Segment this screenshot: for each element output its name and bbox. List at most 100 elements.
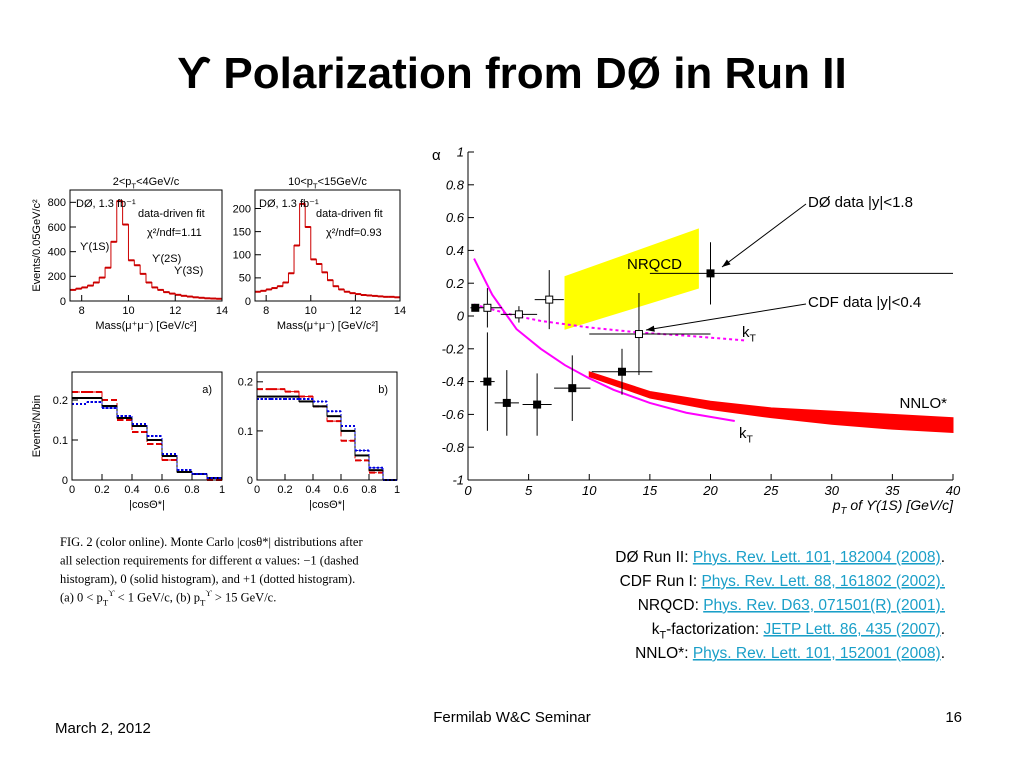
histogram-outline	[256, 396, 397, 481]
panel-annotation: ϒ(3S)	[174, 265, 203, 277]
x-tick-label: 1	[219, 484, 225, 496]
x-tick-label: 10	[582, 483, 597, 498]
panel-title-part: 2<p	[113, 176, 132, 188]
x-tick-label: 10	[122, 305, 134, 317]
curve-label: kT	[742, 324, 757, 345]
x-tick-label: 12	[169, 305, 181, 317]
series-label: DØ data |y|<1.8	[808, 194, 913, 211]
x-tick-label: 14	[216, 305, 228, 317]
panel-annotation: data-driven fit	[138, 208, 205, 220]
reference-link[interactable]: JETP Lett. 86, 435 (2007)	[763, 621, 940, 638]
x-tick-label: 0.6	[333, 484, 348, 496]
reference-link[interactable]: Phys. Rev. Lett. 101, 182004 (2008)	[693, 549, 941, 566]
y-tick-label: 200	[233, 203, 251, 215]
caption-line: (a) 0 < pTϒ < 1 GeV/c, (b) pTϒ > 15 GeV/…	[60, 588, 276, 607]
histogram-outline	[254, 203, 400, 301]
y-tick-label: 100	[233, 250, 251, 262]
y-tick-label: 0.1	[238, 426, 253, 438]
axes: 0 0.1 0.2 0 0.2 0.4 0.6 0.8 1	[238, 371, 400, 496]
x-tick-label: 15	[643, 483, 658, 498]
histogram-outline	[71, 401, 222, 480]
reference-label-part: NRQCD:	[638, 597, 703, 614]
histogram-panel: 10<pT<15GeV/c Mass(μ⁺μ⁻) [GeV/c²] DØ, 1.3 …	[254, 176, 400, 332]
arrow-head	[722, 259, 731, 267]
histogram-panel: 2<pT<4GeV/c Mass(μ⁺μ⁻) [GeV/c²] Events/0.0…	[31, 176, 222, 332]
footer-event: Fermilab W&C Seminar	[433, 709, 591, 726]
annotation-arrow	[721, 203, 807, 268]
x-tick-label: 0	[464, 483, 472, 498]
x-axis-label: Mass(μ⁺μ⁻) [GeV/c²]	[277, 320, 378, 332]
data-point	[617, 367, 626, 376]
data-point	[502, 398, 511, 407]
band-label: NNLO*	[899, 395, 947, 412]
x-axis-label-part: p	[832, 497, 841, 513]
footer-page: 16	[945, 709, 962, 726]
x-tick-label: 8	[79, 305, 85, 317]
theory-band	[588, 371, 954, 433]
histogram-outline	[256, 398, 397, 481]
y-axis-label: Events/0.05GeV/c²	[31, 199, 43, 292]
y-tick-label: 400	[48, 247, 66, 259]
reference-link[interactable]: Phys. Rev. D63, 071501(R) (2001).	[703, 597, 945, 614]
y-tick-label: -0.8	[442, 440, 465, 455]
x-tick-label: 0.2	[94, 484, 109, 496]
data-point	[533, 400, 542, 409]
panel-title-part: T	[131, 181, 136, 190]
data-point	[568, 384, 577, 393]
y-tick-label: 200	[48, 271, 66, 283]
slide-title: ϒ Polarization from DØ in Run II	[177, 49, 846, 98]
reference-end: .	[941, 549, 945, 566]
panel-title: 10<pT<15GeV/c	[288, 176, 367, 190]
panel-annotation: ϒ(2S)	[152, 253, 181, 265]
caption-line: FIG. 2 (color online). Monte Carlo |cosθ…	[60, 535, 363, 549]
reference: NRQCD: Phys. Rev. D63, 071501(R) (2001).	[638, 597, 945, 614]
panel-annotation: DØ, 1.3 fb⁻¹	[76, 198, 136, 210]
x-tick-label: 8	[263, 305, 269, 317]
panel-annotation: ϒ(1S)	[80, 241, 109, 253]
curve-label-part: T	[747, 434, 754, 446]
y-axis-label: α	[432, 147, 441, 164]
x-axis-label: |cosΘ*|	[309, 499, 345, 511]
axes: -1-0.8-0.6-0.4-0.200.20.40.60.810 5 10 15 20…	[442, 145, 961, 498]
reference-link[interactable]: Phys. Rev. Lett. 101, 152001 (2008)	[693, 645, 941, 662]
y-tick-label: 0	[247, 475, 253, 487]
reference-end: .	[941, 645, 945, 662]
curve-label-part: k	[742, 324, 750, 341]
y-tick-label: -0.4	[442, 374, 464, 389]
x-axis-label-part: of ϒ(1S) [GeV/c]	[847, 497, 955, 513]
plot-frame	[71, 371, 223, 481]
histogram-outline	[69, 200, 222, 301]
panel-title-part: <4GeV/c	[136, 176, 180, 188]
data-point	[706, 269, 715, 278]
plot-frame	[254, 189, 401, 302]
panel-annotation: DØ, 1.3 fb⁻¹	[259, 198, 319, 210]
arrow-head	[646, 325, 655, 332]
axes: 0 200 400 600 800 8 10 12 14	[48, 189, 228, 317]
panel-title-part: T	[313, 181, 318, 190]
x-axis-label: |cosΘ*|	[129, 499, 165, 511]
caption-line: all selection requirements for different…	[60, 554, 359, 568]
y-tick-label: -1	[452, 473, 464, 488]
panel-title: 2<pT<4GeV/c	[113, 176, 180, 190]
x-tick-label: 0	[69, 484, 75, 496]
caption-line-part: < 1 GeV/c, (b) p	[115, 591, 201, 605]
y-tick-label: 0	[62, 475, 68, 487]
reference: kT-factorization: JETP Lett. 86, 435 (20…	[652, 621, 945, 642]
reference: NNLO*: Phys. Rev. Lett. 101, 152001 (200…	[635, 645, 945, 662]
data-point	[634, 330, 643, 339]
panel-annotation: b)	[378, 384, 388, 396]
y-tick-label: 0	[60, 296, 66, 308]
reference-label-part: NNLO*:	[635, 645, 693, 662]
reference-link[interactable]: Phys. Rev. Lett. 88, 161802 (2002).	[701, 573, 945, 590]
theory-band	[564, 228, 699, 330]
reference-label-part: T	[659, 630, 666, 642]
data-point	[483, 303, 492, 312]
panel-annotation: a)	[202, 384, 212, 396]
caption-line-part: (a) 0 < p	[60, 591, 103, 605]
x-tick-label: 5	[525, 483, 533, 498]
x-tick-label: 0.8	[361, 484, 376, 496]
reference-label-part: DØ Run II:	[615, 549, 693, 566]
x-tick-label: 30	[825, 483, 840, 498]
y-tick-label: -0.6	[442, 407, 465, 422]
